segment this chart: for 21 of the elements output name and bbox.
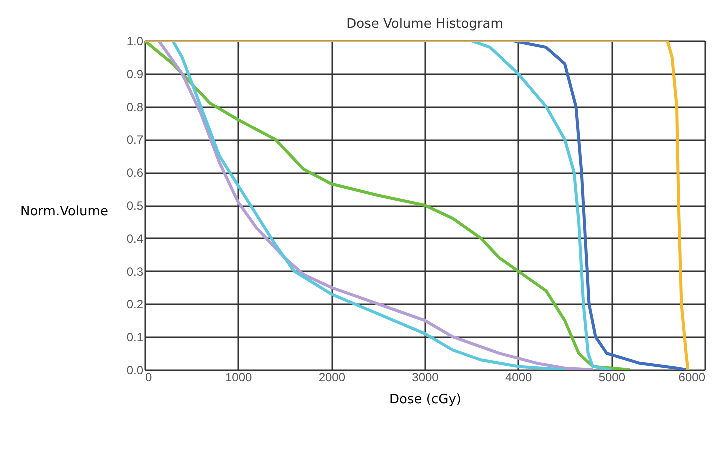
y-tick-label: 0.0 bbox=[126, 364, 144, 378]
x-tick-label: 5000 bbox=[598, 370, 626, 384]
y-tick-label: 0.1 bbox=[126, 330, 144, 345]
y-tick-label: 0.9 bbox=[126, 67, 144, 82]
x-tick-label: 3000 bbox=[412, 370, 440, 384]
x-tick-label: 6000 bbox=[678, 370, 706, 384]
y-tick-label: 0.4 bbox=[126, 232, 144, 246]
y-tick-label: 0.8 bbox=[126, 100, 144, 114]
x-axis-title: Dose (cGy) bbox=[390, 392, 462, 408]
y-axis-title: Norm.Volume bbox=[20, 204, 108, 220]
x-tick-label: 2000 bbox=[318, 370, 346, 384]
x-tick-label: 0 bbox=[146, 370, 152, 384]
y-tick-label: 0.3 bbox=[126, 264, 144, 279]
x-tick-label: 4000 bbox=[505, 370, 533, 384]
y-tick-label: 0.7 bbox=[126, 133, 144, 148]
y-tick-label: 0.6 bbox=[126, 166, 144, 180]
chart-title: Dose Volume Histogram bbox=[346, 17, 504, 32]
y-tick-label: 0.2 bbox=[126, 298, 144, 312]
y-tick-label: 1.0 bbox=[126, 34, 144, 48]
x-tick-label: 1000 bbox=[225, 370, 253, 384]
y-tick-label: 0.5 bbox=[126, 199, 144, 213]
